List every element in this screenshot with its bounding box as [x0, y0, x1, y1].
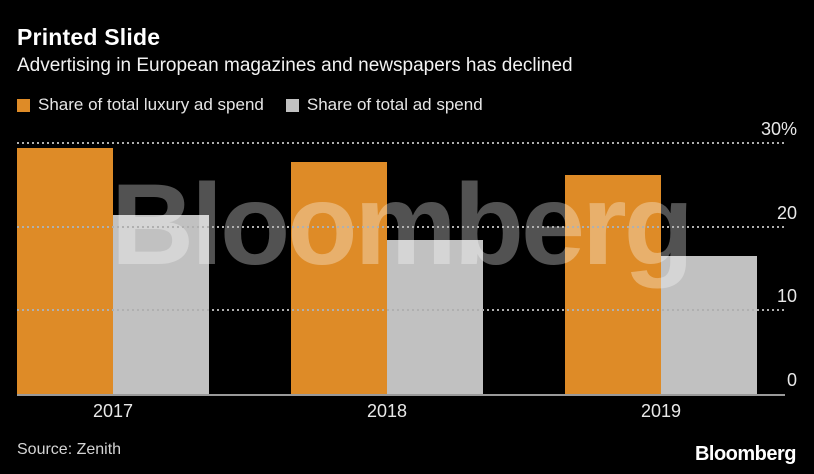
page-subtitle: Advertising in European magazines and ne… [17, 55, 573, 76]
x-axis-label-2018: 2018 [366, 401, 408, 421]
source-credit: Source: Zenith [17, 441, 122, 458]
bar-2019-total [661, 255, 757, 394]
x-axis-label-2019: 2019 [640, 401, 682, 421]
legend-swatch-orange-icon [17, 98, 30, 112]
legend-label: Share of total ad spend [306, 95, 483, 114]
legend-item-total-ad-spend: Share of total ad spend [285, 95, 483, 115]
legend-swatch-gray-icon [285, 98, 299, 112]
y-axis-label-20: 20 [776, 202, 797, 223]
page-title: Printed Slide [17, 24, 161, 50]
chart-legend: Share of total luxury ad spend Share of … [17, 95, 483, 115]
x-axis-label-2017: 2017 [92, 401, 134, 421]
gridline-10 [17, 309, 785, 312]
bar-2017-total [113, 214, 209, 394]
plot-area [17, 142, 785, 396]
bar-2018-luxury [291, 162, 387, 394]
bloomberg-logo: Bloomberg [694, 443, 797, 465]
bar-2018-total [387, 240, 483, 394]
bar-2017-luxury [17, 148, 113, 394]
gridline-30 [17, 142, 785, 144]
y-axis-label-30: 30% [760, 119, 797, 139]
legend-item-luxury-ad-spend: Share of total luxury ad spend [17, 95, 264, 115]
y-axis-label-0: 0 [786, 370, 797, 390]
gridline-20 [17, 225, 785, 228]
y-axis-label-10: 10 [776, 286, 797, 307]
bar-2019-luxury [565, 174, 661, 394]
legend-label: Share of total luxury ad spend [38, 95, 264, 114]
